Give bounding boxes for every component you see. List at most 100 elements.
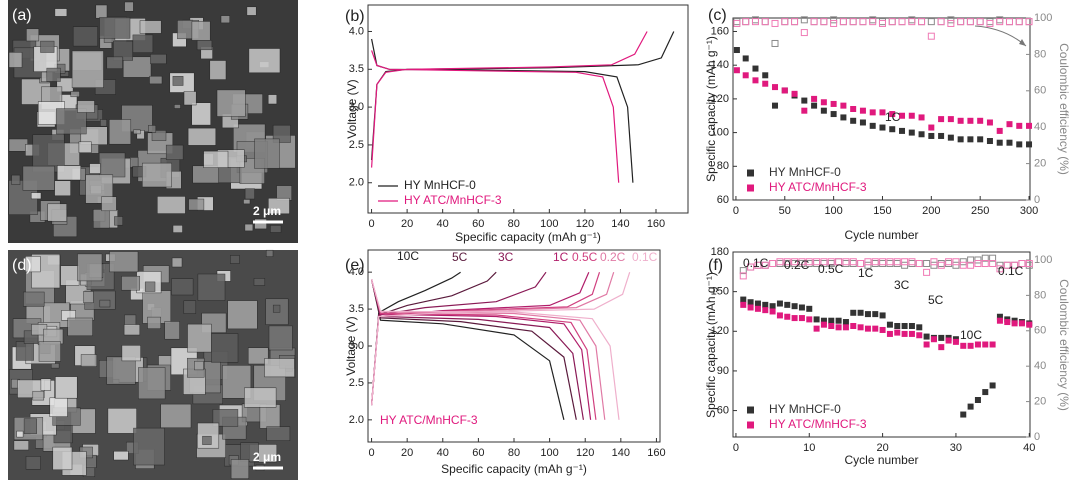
data-point	[893, 258, 901, 266]
data-point	[908, 330, 915, 337]
x-tick-label: 160	[647, 218, 665, 230]
x-tick-label: 10	[803, 442, 815, 454]
data-point	[916, 332, 923, 339]
data-point	[740, 301, 747, 308]
y2-tick-label: 100	[1034, 254, 1052, 266]
data-point	[784, 313, 791, 320]
crystal	[56, 108, 87, 135]
data-point	[798, 304, 805, 311]
data-point	[849, 260, 857, 268]
crystal	[247, 347, 269, 365]
data-point	[966, 18, 974, 26]
data-point	[986, 19, 994, 27]
series-line	[371, 31, 675, 183]
data-point	[849, 18, 857, 26]
crystal	[187, 127, 217, 146]
data-point	[901, 261, 909, 269]
y2-axis-title: Coulombic efficiency (%)	[1057, 43, 1071, 175]
legend-marker	[747, 169, 754, 177]
crystal	[121, 345, 141, 362]
y-tick-label: 160	[711, 25, 729, 37]
data-point	[754, 261, 762, 269]
crystal	[172, 76, 184, 86]
x-tick-label: 200	[922, 205, 940, 217]
y-tick-label: 2.0	[349, 414, 364, 426]
data-point	[945, 337, 952, 344]
data-point	[1016, 141, 1023, 148]
crystal	[101, 196, 117, 212]
data-point	[842, 319, 849, 326]
x-tick-label: 120	[576, 218, 594, 230]
data-point	[776, 300, 783, 307]
crystal	[49, 397, 68, 417]
data-point	[923, 268, 931, 276]
data-point	[974, 397, 981, 403]
crystal	[174, 104, 181, 109]
plot-frame	[732, 17, 1031, 201]
data-point	[886, 258, 894, 266]
crystal	[203, 150, 229, 168]
data-point	[761, 261, 769, 269]
x-tick-label: 0	[733, 442, 739, 454]
crystal	[194, 360, 204, 371]
y2-tick-label: 100	[1034, 12, 1052, 24]
data-point	[754, 300, 761, 307]
series-line	[371, 271, 565, 420]
data-point	[762, 80, 769, 87]
data-point	[751, 18, 759, 26]
y-tick-label: 60	[717, 404, 729, 416]
data-point	[923, 333, 930, 340]
crystal	[83, 291, 94, 304]
y2-tick-label: 20	[1034, 158, 1046, 170]
data-point	[849, 18, 857, 26]
crystal	[40, 378, 52, 391]
data-point	[864, 311, 871, 318]
crystal	[133, 427, 165, 466]
crystal	[80, 126, 108, 145]
data-point	[938, 344, 945, 351]
y-axis-title: Voltage (V)	[344, 316, 358, 375]
data-point	[996, 18, 1004, 26]
axis-arrow	[974, 25, 1027, 47]
crystal	[171, 257, 183, 268]
data-point	[967, 403, 974, 410]
data-point	[886, 321, 893, 328]
annotation: 3C	[894, 278, 910, 292]
crystal	[265, 249, 274, 257]
data-point	[986, 18, 994, 26]
panel-label: (b)	[345, 8, 365, 25]
data-point	[840, 102, 847, 109]
data-point	[857, 309, 864, 316]
crystal	[139, 20, 162, 34]
data-point	[801, 107, 808, 114]
data-point	[937, 18, 945, 26]
data-point	[869, 18, 877, 26]
y-tick-label: 3.0	[349, 101, 364, 113]
legend-label: HY MnHCF-0	[404, 178, 476, 192]
crystal	[54, 8, 68, 17]
x-axis-title: Cycle number	[844, 228, 918, 242]
series-line	[371, 271, 592, 420]
data-point	[1006, 121, 1013, 128]
data-point	[986, 138, 993, 145]
legend-marker	[747, 184, 754, 192]
crystal	[54, 180, 71, 197]
crystal	[122, 56, 152, 78]
crystal	[272, 124, 291, 143]
x-tick-label: 300	[1020, 205, 1038, 217]
panel-label: (e)	[345, 257, 365, 274]
data-point	[981, 254, 989, 262]
crystal	[196, 40, 213, 51]
data-point	[1004, 319, 1011, 326]
data-point	[957, 18, 965, 26]
crystal	[16, 430, 24, 438]
data-point	[908, 129, 915, 136]
data-point	[908, 18, 916, 26]
crystal	[192, 165, 220, 184]
data-point	[879, 124, 886, 131]
data-point	[928, 132, 935, 139]
series-label: 5C	[452, 250, 468, 264]
crystal	[197, 273, 226, 301]
data-point	[888, 18, 896, 26]
data-point	[967, 261, 975, 269]
